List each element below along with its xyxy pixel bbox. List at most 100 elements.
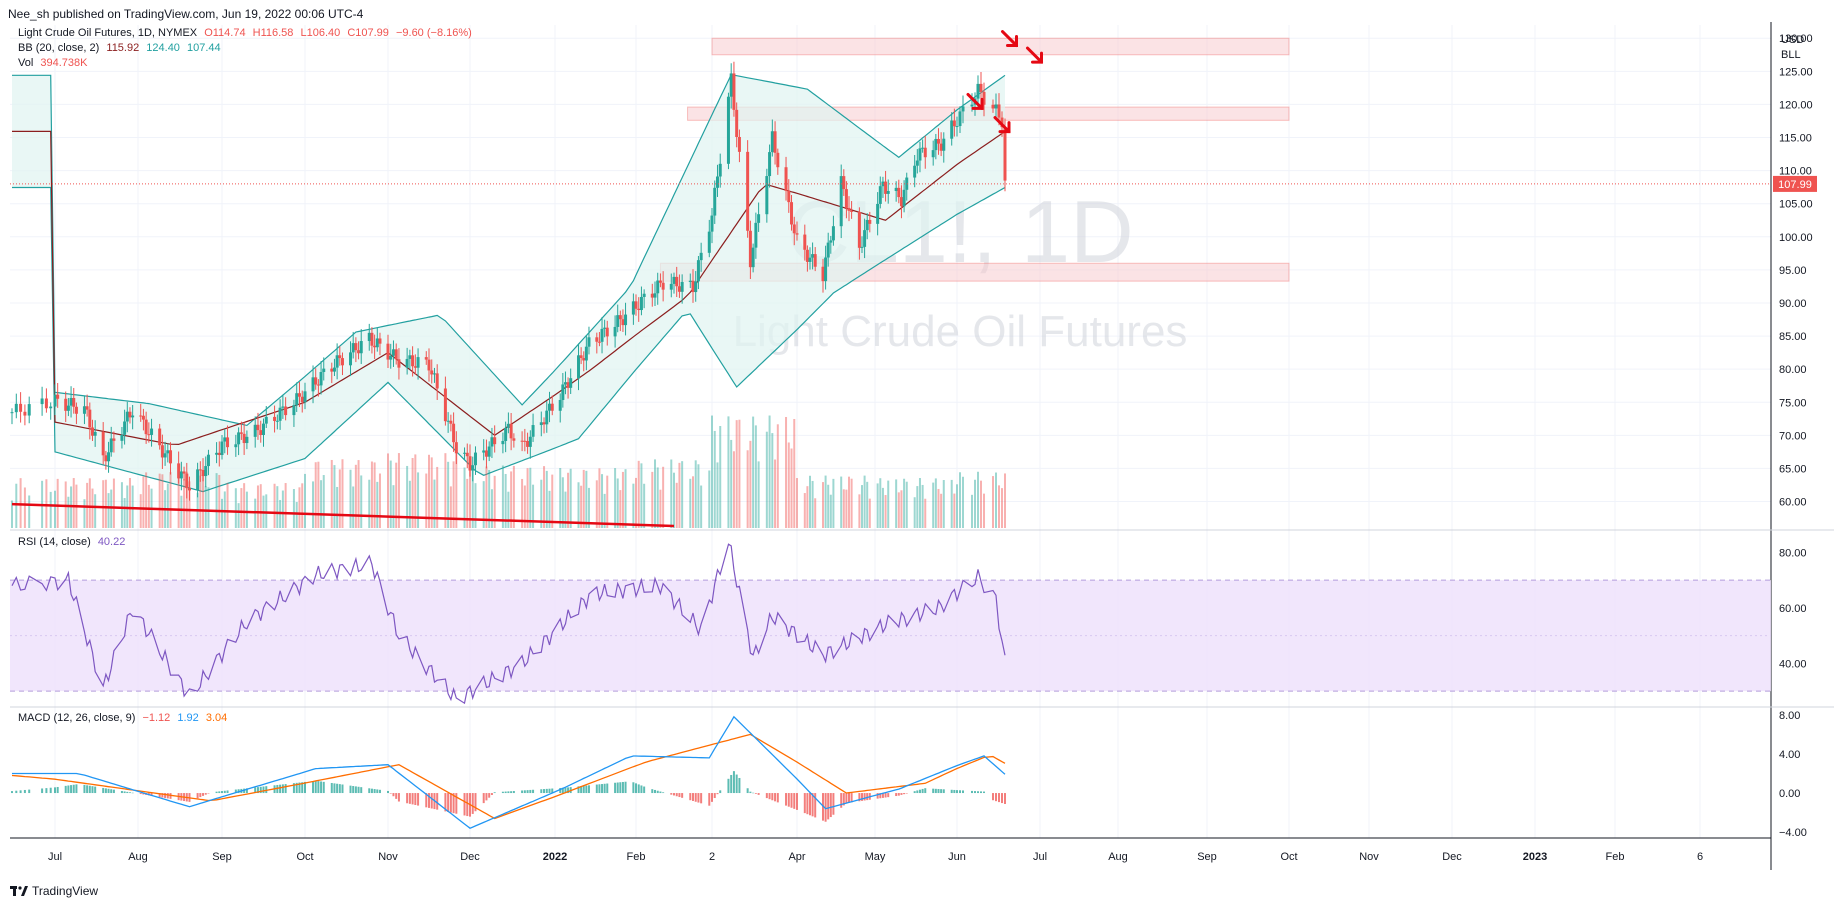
candle-body [196, 469, 200, 491]
volume-bar [317, 461, 320, 528]
macd-histogram-bar [738, 777, 741, 794]
candle [23, 404, 27, 426]
volume-bar [523, 485, 526, 528]
candle [921, 139, 925, 153]
candle [237, 427, 241, 456]
candle-body [375, 338, 379, 348]
time-tick-label: Oct [1280, 851, 1297, 863]
price-tick-label: 110.00 [1779, 166, 1812, 178]
volume-bar [711, 415, 713, 528]
macd-histogram-bar [317, 781, 320, 794]
volume-bar [551, 474, 554, 528]
candle [691, 269, 695, 303]
candle-body [842, 176, 846, 190]
candle [427, 348, 431, 382]
candle-body [939, 143, 943, 151]
volume-bar [120, 482, 123, 528]
candle [405, 347, 409, 375]
volume-bar [83, 499, 86, 528]
candle [642, 289, 646, 309]
candle [264, 406, 268, 429]
volume-bar [425, 473, 428, 528]
macd-histogram-bar [485, 793, 488, 801]
volume-bar [998, 485, 1000, 528]
macd-histogram-bar [942, 789, 945, 794]
macd-histogram-bar [827, 793, 830, 820]
macd-histogram-bar [425, 793, 428, 808]
macd-histogram-bar [501, 791, 504, 794]
candle-body [672, 276, 676, 284]
candle [201, 458, 205, 482]
volume-bar [932, 482, 935, 528]
candle [639, 286, 643, 316]
arrow-shaft [993, 116, 1011, 134]
volume-bar [417, 472, 420, 528]
macd-histogram-bar [88, 785, 91, 794]
macd-histogram-bar [373, 789, 376, 794]
candle-body [884, 181, 888, 194]
macd-histogram-bar [659, 791, 662, 794]
candle-body [206, 454, 210, 467]
volume-bar [276, 486, 279, 528]
macd-label: MACD (12, 26, close, 9) [18, 712, 136, 724]
macd-histogram-bar [953, 789, 956, 794]
macd-histogram-bar [971, 790, 973, 794]
macd-histogram-bar [15, 790, 18, 794]
candle-body [220, 441, 224, 456]
candle [905, 172, 909, 201]
bb-fill [12, 74, 1005, 492]
macd-histogram-bar [980, 791, 982, 794]
candle [616, 304, 620, 333]
time-tick-label: 6 [1697, 851, 1703, 863]
volume-bar [444, 453, 447, 528]
candle [463, 447, 467, 460]
candle-body [335, 355, 339, 368]
volume-bar [370, 461, 373, 528]
macd-histogram-bar [45, 788, 48, 794]
footer-brand[interactable]: TradingView [10, 884, 98, 898]
candle-body [1000, 117, 1004, 128]
candle [650, 283, 654, 307]
price-tick-label: 105.00 [1779, 199, 1813, 211]
candle-body [163, 453, 167, 458]
bb-basis-line [12, 130, 1006, 446]
candle-body [74, 406, 78, 414]
candle [732, 61, 736, 117]
candle [215, 442, 219, 464]
candle-body [918, 148, 922, 161]
volume-bar [314, 462, 317, 528]
candle [493, 425, 497, 453]
candle-body [120, 434, 124, 441]
volume-bar [482, 481, 485, 528]
price-tick-label: 85.00 [1779, 331, 1807, 343]
macd-histogram-bar [376, 789, 379, 794]
volume-bar [806, 486, 809, 528]
arrow-shaft [1026, 46, 1043, 64]
candle-body [857, 211, 861, 248]
candle [868, 211, 872, 233]
candle-body [726, 96, 730, 164]
candle [509, 413, 513, 451]
macd-histogram-bar [757, 793, 760, 795]
candle-body [577, 355, 581, 379]
candle [311, 365, 315, 404]
candle-body [166, 450, 170, 454]
candle-body [844, 189, 848, 208]
rsi-value: 40.22 [97, 536, 126, 548]
macd-histogram-bar [670, 793, 673, 795]
volume-bar [395, 462, 398, 528]
candle-body [435, 373, 439, 389]
candle [884, 170, 888, 202]
candle [354, 337, 358, 363]
volume-bar [765, 431, 768, 528]
volume-bar [28, 495, 31, 528]
candle-body [107, 452, 111, 462]
candle-body [563, 382, 567, 385]
candle [424, 351, 428, 365]
candle [653, 281, 657, 307]
macd-histogram-bar [974, 791, 976, 794]
candle-body [237, 432, 241, 445]
volume-bar [15, 483, 18, 528]
candle [273, 405, 277, 433]
